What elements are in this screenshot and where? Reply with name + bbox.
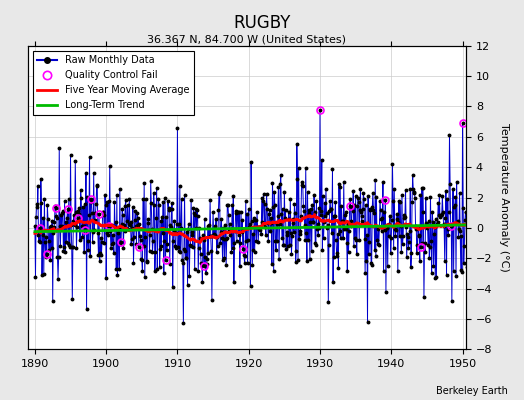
Y-axis label: Temperature Anomaly (°C): Temperature Anomaly (°C) xyxy=(499,123,509,272)
Title: 36.367 N, 84.700 W (United States): 36.367 N, 84.700 W (United States) xyxy=(147,35,346,45)
Text: Berkeley Earth: Berkeley Earth xyxy=(436,386,508,396)
Text: RUGBY: RUGBY xyxy=(233,14,291,32)
Legend: Raw Monthly Data, Quality Control Fail, Five Year Moving Average, Long-Term Tren: Raw Monthly Data, Quality Control Fail, … xyxy=(32,51,194,115)
